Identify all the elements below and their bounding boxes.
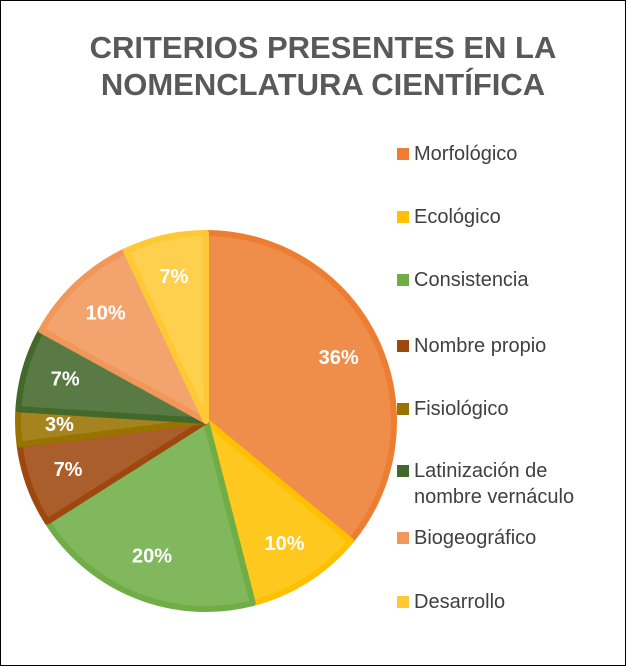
legend-label: Nombre propio (414, 335, 547, 357)
data-label: 36% (319, 347, 359, 369)
pie-slice (122, 230, 209, 424)
legend-label: Desarrollo (414, 591, 506, 613)
legend-label: Morfológico (414, 143, 518, 165)
data-label: 3% (45, 414, 74, 436)
data-label: 7% (51, 368, 80, 390)
legend-swatch (397, 274, 409, 286)
legend-swatch (397, 148, 409, 160)
legend-item: Fisiológico (397, 396, 612, 422)
chart-title: CRITERIOS PRESENTES EN LA NOMENCLATURA C… (89, 30, 557, 102)
pie-slice (203, 230, 397, 544)
legend-label: Latinización de nombre vernáculo (414, 460, 575, 508)
pie-slice (44, 418, 256, 612)
legend-label: Fisiológico (414, 398, 509, 420)
legend-item: Nombre propio (397, 333, 612, 359)
legend-swatch (397, 340, 409, 352)
data-label: 7% (160, 266, 189, 288)
legend-item: Ecológico (397, 204, 612, 230)
data-label: 7% (54, 459, 83, 481)
legend-label: Consistencia (414, 269, 529, 291)
legend-item: Morfológico (397, 141, 612, 167)
legend: Morfológico Ecológico Consistencia Nombre p… (397, 1, 623, 665)
legend-label: Biogeográfico (414, 527, 537, 549)
legend-item: Consistencia (397, 267, 612, 293)
legend-item: Desarrollo (397, 589, 612, 615)
data-label: 10% (265, 533, 305, 555)
legend-item: Biogeográfico (397, 525, 612, 551)
legend-swatch (397, 403, 409, 415)
legend-swatch (397, 532, 409, 544)
legend-swatch (397, 596, 409, 608)
data-label: 10% (86, 302, 126, 324)
legend-swatch (397, 211, 409, 223)
legend-item: Latinización de nombre vernáculo (397, 458, 612, 510)
data-label: 20% (132, 546, 172, 568)
legend-swatch (397, 465, 409, 477)
pie-slice (38, 247, 209, 424)
legend-label: Ecológico (414, 206, 501, 228)
